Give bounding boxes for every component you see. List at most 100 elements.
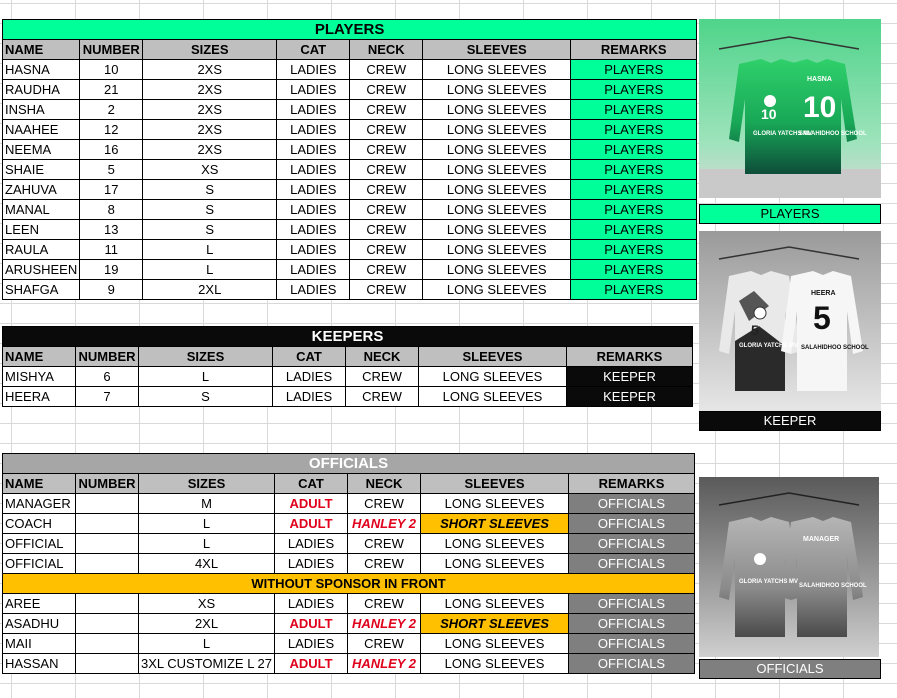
players-cell-name[interactable]: ARUSHEEN [1, 259, 81, 280]
officials-cell-number[interactable] [75, 533, 139, 554]
players-cell-name[interactable]: NEEMA [1, 139, 81, 160]
officials-cell-number[interactable] [75, 553, 139, 574]
keepers-cell-size[interactable]: L [138, 366, 273, 387]
players-cell-number[interactable]: 13 [79, 219, 144, 240]
officials-cell-size[interactable]: 2XL [137, 613, 276, 634]
players-cell-remarks[interactable]: PLAYERS [570, 99, 698, 120]
players-cell-neck[interactable]: CREW [349, 199, 424, 220]
players-cell-remarks[interactable]: PLAYERS [570, 59, 698, 80]
officials-cell-name[interactable]: ASADHU [2, 613, 76, 634]
officials-cell-cat[interactable]: ADULT [274, 653, 349, 674]
players-cell-size[interactable]: 2XS [142, 119, 278, 140]
officials-cell-cat[interactable]: LADIES [274, 593, 349, 614]
players-cell-number[interactable]: 12 [79, 119, 144, 140]
officials-cell-remarks[interactable]: OFFICIALS [568, 613, 696, 634]
players-cell-size[interactable]: S [142, 179, 278, 200]
players-cell-cat[interactable]: LADIES [276, 99, 351, 120]
keepers-cell-number[interactable]: 6 [75, 366, 139, 387]
officials-cell-cat[interactable]: ADULT [274, 493, 349, 514]
players-cell-cat[interactable]: LADIES [276, 179, 351, 200]
players-cell-cat[interactable]: LADIES [276, 259, 351, 280]
keepers-cell-number[interactable]: 7 [75, 386, 139, 407]
players-cell-size[interactable]: 2XS [142, 59, 278, 80]
keepers-cell-name[interactable]: MISHYA [2, 366, 76, 387]
players-cell-sleeves[interactable]: LONG SLEEVES [422, 219, 572, 240]
officials-cell-size[interactable]: L [137, 533, 276, 554]
players-cell-number[interactable]: 8 [79, 199, 144, 220]
players-cell-neck[interactable]: CREW [349, 279, 424, 300]
players-cell-neck[interactable]: CREW [349, 79, 424, 100]
officials-cell-cat[interactable]: ADULT [274, 513, 349, 534]
players-cell-size[interactable]: L [142, 239, 278, 260]
players-cell-sleeves[interactable]: LONG SLEEVES [422, 59, 572, 80]
players-cell-name[interactable]: HASNA [1, 59, 81, 80]
players-cell-name[interactable]: RAULA [1, 239, 81, 260]
officials-cell-remarks[interactable]: OFFICIALS [568, 633, 696, 654]
officials-cell-cat[interactable]: LADIES [274, 553, 349, 574]
players-cell-number[interactable]: 16 [79, 139, 144, 160]
players-cell-sleeves[interactable]: LONG SLEEVES [422, 99, 572, 120]
players-cell-size[interactable]: S [142, 219, 278, 240]
officials-cell-remarks[interactable]: OFFICIALS [568, 653, 696, 674]
players-cell-cat[interactable]: LADIES [276, 199, 351, 220]
keepers-cell-sleeves[interactable]: LONG SLEEVES [418, 386, 567, 407]
players-cell-size[interactable]: 2XL [142, 279, 278, 300]
players-cell-sleeves[interactable]: LONG SLEEVES [422, 159, 572, 180]
players-cell-number[interactable]: 17 [79, 179, 144, 200]
players-cell-neck[interactable]: CREW [349, 219, 424, 240]
players-cell-cat[interactable]: LADIES [276, 119, 351, 140]
players-cell-remarks[interactable]: PLAYERS [570, 199, 698, 220]
players-cell-remarks[interactable]: PLAYERS [570, 259, 698, 280]
keepers-cell-sleeves[interactable]: LONG SLEEVES [418, 366, 567, 387]
officials-cell-number[interactable] [75, 633, 139, 654]
players-cell-number[interactable]: 19 [79, 259, 144, 280]
players-cell-name[interactable]: INSHA [1, 99, 81, 120]
players-cell-number[interactable]: 9 [79, 279, 144, 300]
players-cell-sleeves[interactable]: LONG SLEEVES [422, 139, 572, 160]
officials-cell-number[interactable] [75, 613, 139, 634]
officials-cell-remarks[interactable]: OFFICIALS [568, 533, 696, 554]
players-cell-cat[interactable]: LADIES [276, 239, 351, 260]
players-cell-neck[interactable]: CREW [349, 119, 424, 140]
officials-cell-sleeves[interactable]: SHORT SLEEVES [420, 613, 570, 634]
players-cell-remarks[interactable]: PLAYERS [570, 159, 698, 180]
officials-cell-size[interactable]: 3XL CUSTOMIZE L 27 [137, 653, 276, 674]
officials-cell-neck[interactable]: CREW [347, 593, 422, 614]
officials-cell-cat[interactable]: LADIES [274, 533, 349, 554]
players-cell-sleeves[interactable]: LONG SLEEVES [422, 279, 572, 300]
players-cell-remarks[interactable]: PLAYERS [570, 239, 698, 260]
players-cell-neck[interactable]: CREW [349, 239, 424, 260]
officials-cell-size[interactable]: XS [137, 593, 276, 614]
players-cell-name[interactable]: LEEN [1, 219, 81, 240]
officials-cell-neck[interactable]: HANLEY 2 [347, 653, 422, 674]
players-cell-name[interactable]: SHAFGA [1, 279, 81, 300]
officials-cell-sleeves[interactable]: LONG SLEEVES [420, 533, 570, 554]
officials-cell-number[interactable] [75, 653, 139, 674]
officials-cell-neck[interactable]: CREW [347, 553, 422, 574]
players-cell-sleeves[interactable]: LONG SLEEVES [422, 179, 572, 200]
players-cell-neck[interactable]: CREW [349, 159, 424, 180]
officials-cell-cat[interactable]: LADIES [274, 633, 349, 654]
players-cell-cat[interactable]: LADIES [276, 139, 351, 160]
officials-cell-neck[interactable]: CREW [347, 493, 422, 514]
officials-cell-neck[interactable]: HANLEY 2 [347, 513, 422, 534]
players-cell-remarks[interactable]: PLAYERS [570, 79, 698, 100]
officials-cell-neck[interactable]: HANLEY 2 [347, 613, 422, 634]
keepers-cell-size[interactable]: S [138, 386, 273, 407]
players-cell-name[interactable]: SHAIE [1, 159, 81, 180]
officials-cell-sleeves[interactable]: LONG SLEEVES [420, 653, 570, 674]
officials-cell-sleeves[interactable]: SHORT SLEEVES [420, 513, 570, 534]
players-cell-neck[interactable]: CREW [349, 259, 424, 280]
players-cell-number[interactable]: 2 [79, 99, 144, 120]
players-cell-number[interactable]: 5 [79, 159, 144, 180]
officials-cell-remarks[interactable]: OFFICIALS [568, 513, 696, 534]
players-cell-name[interactable]: ZAHUVA [1, 179, 81, 200]
players-cell-size[interactable]: 2XS [142, 79, 278, 100]
players-cell-number[interactable]: 11 [79, 239, 144, 260]
keepers-cell-neck[interactable]: CREW [345, 386, 419, 407]
players-cell-neck[interactable]: CREW [349, 139, 424, 160]
keepers-cell-remarks[interactable]: KEEPER [566, 386, 693, 407]
players-cell-sleeves[interactable]: LONG SLEEVES [422, 259, 572, 280]
players-cell-name[interactable]: MANAL [1, 199, 81, 220]
players-cell-sleeves[interactable]: LONG SLEEVES [422, 239, 572, 260]
